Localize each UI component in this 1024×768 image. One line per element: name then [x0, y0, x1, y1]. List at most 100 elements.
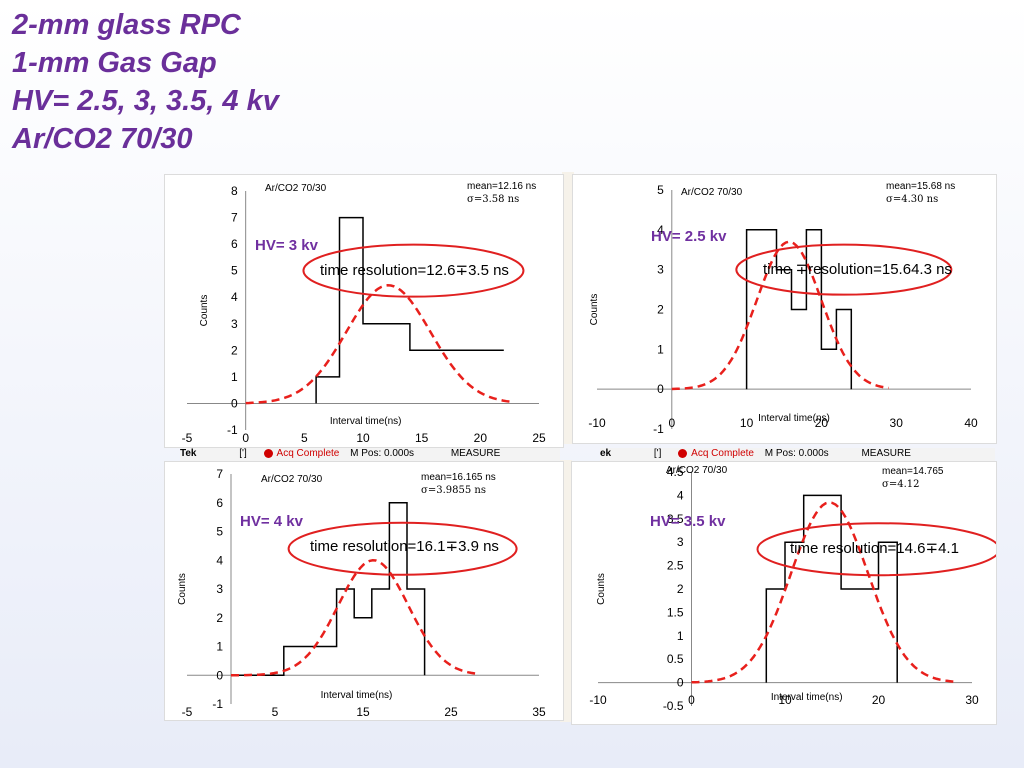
resolution-highlight-ellipse	[756, 522, 996, 577]
chart-panel-hv25: -10 0 10 20 30 40 -1 0 1 2 3 4 5 Interval time(ns) Cou…	[573, 175, 996, 443]
y-tick-label: 5	[216, 525, 223, 539]
scope-trigger-icon: [']	[239, 448, 247, 459]
y-tick-label: 2	[216, 611, 223, 625]
y-tick-label: 1	[657, 342, 664, 356]
scope-status-strip-left: Tek ['] Acq Complete M Pos: 0.000s MEASU…	[180, 448, 560, 462]
y-axis-title: Counts	[177, 573, 188, 605]
x-tick-label: 40	[964, 416, 978, 430]
acq-status-icon	[263, 448, 273, 458]
slide-title: 2-mm glass RPC 1-mm Gas Gap HV= 2.5, 3, …	[12, 6, 279, 158]
histogram-step-line	[745, 229, 853, 390]
y-tick-label: 3	[216, 582, 223, 596]
x-tick-label: -5	[182, 431, 193, 445]
mean-label: mean=15.68 ns	[886, 181, 955, 192]
measure-menu: MEASURE	[450, 448, 501, 459]
time-resolution-label: time ∓resolution=15.64.3 ns	[763, 261, 952, 278]
x-tick-label: 0	[688, 693, 695, 707]
x-tick-label: 10	[740, 416, 754, 430]
x-tick-label: 35	[532, 705, 546, 719]
x-axis-title: Interval time(ns)	[330, 416, 402, 427]
title-line-2: 1-mm Gas Gap	[12, 47, 217, 79]
hv-label: HV= 2.5 kv	[651, 228, 727, 245]
y-axis-title: Counts	[589, 294, 600, 326]
x-axis-title: Interval time(ns)	[321, 690, 393, 701]
acq-status: Acq Complete	[691, 448, 754, 459]
y-axis-title: Counts	[199, 295, 210, 327]
x-tick-label: 0	[242, 431, 249, 445]
gas-label: Ar/CO2 70/30	[681, 187, 743, 198]
y-tick-label: 1	[216, 640, 223, 654]
y-tick-label: 7	[231, 211, 238, 225]
title-line-3: HV= 2.5, 3, 3.5, 4 kv	[12, 85, 279, 117]
y-tick-label: 4	[216, 553, 223, 567]
gaussian-fit-curve	[691, 501, 954, 684]
y-tick-label: -1	[227, 423, 238, 437]
resolution-highlight-ellipse	[735, 243, 953, 296]
time-resolution-label: time resolution=14.6∓4.1	[790, 540, 959, 557]
sigma-label: σ=4.30 ns	[886, 194, 938, 205]
measure-menu: MEASURE	[861, 448, 911, 459]
y-tick-label: 2	[657, 303, 664, 317]
acq-status-icon	[678, 448, 688, 458]
chart-panel-hv4: -5 5 15 25 35 -1 0 1 2 3 4 5 6 7 Interval time(ns) Coun…	[165, 462, 563, 720]
mean-label: mean=14.765	[882, 466, 944, 477]
y-tick-label: 3	[231, 317, 238, 331]
x-tick-label: 20	[815, 416, 829, 430]
scope-brand: Tek	[180, 448, 197, 459]
gaussian-fit-curve	[231, 559, 478, 677]
x-tick-label: -5	[182, 705, 193, 719]
histogram-step-line	[231, 502, 426, 677]
y-tick-label: 0	[231, 396, 238, 410]
y-tick-label: 6	[231, 237, 238, 251]
histogram-step-line	[315, 216, 504, 404]
x-tick-label: -10	[589, 693, 607, 707]
y-tick-label: 3	[657, 263, 664, 277]
y-tick-label: 4.5	[667, 465, 684, 479]
m-pos: M Pos: 0.000s	[764, 448, 829, 459]
y-tick-label: 2.5	[667, 559, 684, 573]
gas-label: Ar/CO2 70/30	[666, 465, 728, 476]
x-tick-label: 30	[890, 416, 904, 430]
x-tick-label: 15	[356, 705, 370, 719]
y-tick-label: 0	[677, 676, 684, 690]
chart-hv4: -5 5 15 25 35 -1 0 1 2 3 4 5 6 7 Interval time(ns) Coun…	[177, 467, 546, 719]
hv-label: HV= 3.5 kv	[650, 513, 726, 530]
sigma-label: σ=3.58 ns	[467, 194, 519, 205]
y-tick-label: 8	[231, 184, 238, 198]
x-tick-label: 30	[965, 693, 979, 707]
scope-side-fragment	[562, 172, 574, 444]
y-tick-label: 1.5	[667, 605, 684, 619]
x-tick-label: 5	[301, 431, 308, 445]
acq-status: Acq Complete	[276, 448, 340, 459]
gas-label: Ar/CO2 70/30	[265, 183, 327, 194]
x-tick-label: 10	[356, 431, 370, 445]
resolution-highlight-ellipse	[302, 243, 525, 298]
x-axis-title: Interval time(ns)	[758, 413, 830, 424]
y-tick-label: 0.5	[667, 652, 684, 666]
y-tick-label: 0	[657, 382, 664, 396]
time-resolution-label: time resolution=12.6∓3.5 ns	[320, 262, 509, 279]
y-tick-label: -1	[653, 422, 664, 436]
x-tick-label: 5	[272, 705, 279, 719]
chart-panel-hv35: -10 0 10 20 30 -0.5 0 0.5 1 1.5 2 2.5 3 3.5 4 4.5 Interv…	[572, 462, 996, 724]
histogram-step-line	[765, 494, 898, 683]
gaussian-fit-curve	[245, 284, 510, 405]
title-line-4: Ar/CO2 70/30	[12, 123, 193, 155]
scope-brand: ek	[600, 448, 612, 459]
chart-panel-hv3: -5 0 5 10 15 20 25 -1 0 1 2 3 4 5 6 7 8 Interval time(ns)…	[165, 175, 563, 447]
y-tick-label: 0	[216, 668, 223, 682]
scope-status-strip-right: ek ['] Acq Complete M Pos: 0.000s MEASUR…	[600, 448, 995, 462]
chart-hv35: -10 0 10 20 30 -0.5 0 0.5 1 1.5 2 2.5 3 3.5 4 4.5 Interv…	[589, 465, 996, 713]
x-tick-label: 25	[444, 705, 458, 719]
y-tick-label: 4	[657, 223, 664, 237]
y-tick-label: -1	[212, 697, 223, 711]
hv-label: HV= 3 kv	[255, 237, 319, 254]
m-pos: M Pos: 0.000s	[350, 448, 415, 459]
y-tick-label: 1	[677, 629, 684, 643]
time-resolution-label: time resolution=16.1∓3.9 ns	[310, 538, 499, 555]
resolution-highlight-ellipse	[287, 521, 518, 576]
mean-label: mean=12.16 ns	[467, 181, 536, 192]
y-tick-label: 2	[677, 582, 684, 596]
y-tick-label: 7	[216, 467, 223, 481]
